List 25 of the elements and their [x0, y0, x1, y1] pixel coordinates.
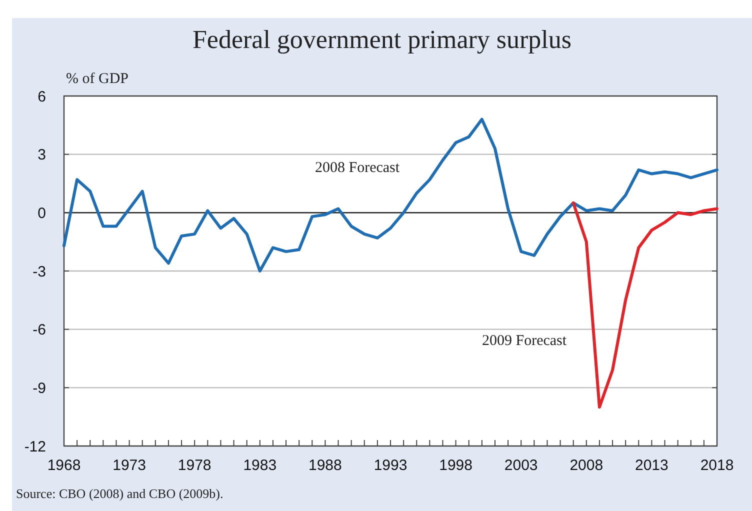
x-tick-label: 1988: [308, 457, 342, 474]
y-tick-label: 0: [38, 204, 46, 222]
x-tick-label: 2013: [635, 457, 668, 474]
series-label: 2008 Forecast: [315, 160, 400, 176]
y-tick-label: 3: [38, 146, 46, 164]
x-tick-label: 2003: [504, 457, 538, 474]
x-tick-label: 1978: [178, 457, 212, 474]
x-tick-label: 2008: [570, 457, 604, 474]
x-tick-label: 1998: [439, 457, 472, 474]
chart-title: Federal government primary surplus: [192, 25, 572, 54]
y-tick-label: -9: [32, 380, 46, 397]
x-tick-label: 1993: [374, 457, 408, 474]
series-label: 2009 Forecast: [482, 333, 568, 349]
y-axis-title: % of GDP: [66, 71, 128, 87]
y-tick-label: 6: [38, 88, 46, 106]
line-series: [572, 201, 718, 409]
source-note: Source: CBO (2008) and CBO (2009b).: [16, 486, 224, 501]
x-tick-label: 2018: [700, 457, 734, 474]
x-tick-label: 1983: [243, 457, 277, 474]
y-tick-label: -3: [32, 263, 46, 280]
x-tick-label: 1968: [47, 457, 81, 474]
x-tick-label: 1973: [112, 457, 146, 474]
y-tick-label: -12: [24, 438, 46, 456]
y-tick-label: -6: [32, 322, 46, 339]
line-series: [62, 118, 718, 272]
